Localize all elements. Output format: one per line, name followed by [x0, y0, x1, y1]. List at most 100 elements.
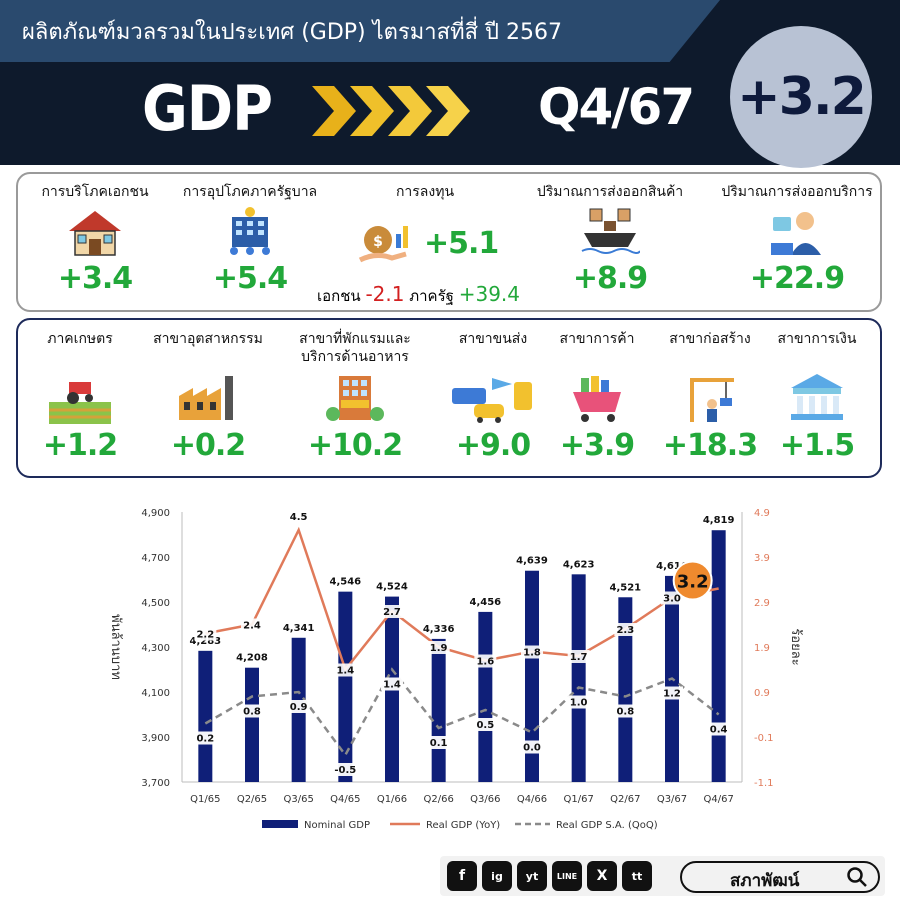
qoq-value-label: 1.0: [570, 698, 588, 709]
expenditure-panel: [16, 172, 882, 312]
page-title: ผลิตภัณฑ์มวลรวมในประเทศ (GDP) ไตรมาสที่ส…: [22, 20, 562, 45]
component-value: +22.9: [749, 261, 845, 296]
investment-icon: $: [358, 226, 408, 263]
x-tick-label: Q2/66: [424, 794, 454, 805]
sector-label: สาขาก่อสร้าง: [669, 331, 751, 347]
sector-value: +9.0: [455, 428, 531, 463]
y2-tick-label: -0.1: [754, 733, 774, 744]
nominal-gdp-bar: [431, 638, 446, 782]
government-building-icon: [230, 207, 270, 255]
component-label: ปริมาณการส่งออกบริการ: [721, 184, 873, 200]
highlight-bubble: [672, 560, 713, 601]
sector-label: สาขาการเงิน: [777, 331, 857, 347]
x-icon[interactable]: X: [587, 861, 617, 891]
sector-value: +3.9: [559, 428, 635, 463]
qoq-label-bg: [521, 740, 543, 754]
gdp-label: GDP: [142, 72, 273, 145]
facebook-icon[interactable]: f: [447, 861, 477, 891]
search-label: สภาพัฒน์: [730, 871, 800, 891]
x-tick-label: Q4/67: [704, 794, 734, 805]
qoq-value-label: 0.8: [616, 707, 634, 718]
gdp-chart: 3,700 3,900 4,100 4,300 4,500 4,700 4,900 -1.1 -…: [108, 508, 803, 831]
bar-value-label: 4,546: [330, 577, 362, 588]
qoq-label-bg: [614, 704, 637, 718]
component-government-consumption: การอุปโภคภาครัฐบาล +5.4: [180, 183, 320, 296]
growth-badge: +3.2: [730, 26, 872, 168]
component-value: +5.4: [212, 261, 288, 296]
bar-value-label: 4,639: [516, 556, 548, 567]
quarter-label: Q4/67: [538, 78, 695, 136]
bar-value-label: 4,341: [283, 623, 315, 634]
real-gdp-qoq-line: [204, 667, 720, 758]
y-tick-label: 3,900: [141, 733, 170, 744]
y2-tick-label: 3.9: [754, 553, 770, 564]
farm-tractor-icon: [49, 382, 111, 424]
yoy-label-bg: [427, 641, 450, 654]
x-tick-label: Q2/67: [610, 794, 640, 805]
yoy-label-bg: [194, 627, 217, 641]
qoq-label-bg: [241, 704, 263, 718]
component-goods-export: ปริมาณการส่งออกสินค้า +8.9: [535, 183, 685, 296]
private-investment-label: เอกชน: [317, 287, 361, 305]
x-tick-label: Q3/67: [657, 794, 687, 805]
legend-swatch-nominal: [262, 820, 298, 828]
y2-tick-label: 2.9: [754, 598, 770, 609]
yoy-label-bg: [661, 591, 683, 605]
sector-industry: สาขาอุตสาหกรรม +0.2: [148, 330, 268, 463]
sector-panel: [16, 318, 882, 478]
qoq-label-bg: [381, 677, 403, 691]
svg-text:$: $: [373, 234, 383, 250]
nominal-gdp-bar: [198, 650, 213, 782]
qoq-value-label: 0.0: [523, 743, 541, 754]
bar-value-label: 4,336: [423, 624, 455, 635]
qoq-label-bg: [287, 700, 310, 713]
yoy-label-bg: [381, 605, 403, 618]
yoy-label-bg: [521, 645, 543, 659]
nominal-gdp-bar: [338, 591, 353, 782]
y2-tick-label: 1.9: [754, 643, 770, 654]
y-tick-label: 4,500: [141, 598, 170, 609]
bar-value-label: 4,456: [470, 597, 502, 608]
qoq-label-bg: [474, 718, 497, 731]
yoy-value-label: 1.6: [476, 657, 494, 668]
qoq-value-label: -0.5: [334, 765, 356, 776]
investment-breakdown: เอกชน -2.1 ภาครัฐ +39.4: [317, 282, 520, 308]
qoq-label-bg: [334, 763, 357, 776]
nominal-gdp-bar: [478, 611, 493, 782]
qoq-label-bg: [427, 736, 450, 749]
sector-label-line2: บริการด้านอาหาร: [301, 349, 409, 365]
component-private-consumption: การบริโภคเอกชน +3.4: [30, 183, 160, 296]
legend-label-yoy: Real GDP (YoY): [426, 820, 500, 831]
sector-label: สาขาขนส่ง: [458, 331, 528, 347]
y-tick-label: 4,900: [141, 508, 170, 519]
x-tick-label: Q3/65: [284, 794, 314, 805]
y-tick-label: 4,700: [141, 553, 170, 564]
yoy-value-label: 4.5: [290, 512, 308, 523]
sector-accommodation-food: สาขาที่พักแรมและ บริการด้านอาหาร +10.2: [290, 330, 420, 463]
yoy-label-bg: [614, 623, 637, 636]
construction-crane-icon: [690, 378, 734, 422]
qoq-value-label: 0.2: [196, 734, 214, 745]
yoy-value-label: 1.8: [523, 648, 541, 659]
search-box[interactable]: สภาพัฒน์: [680, 861, 880, 893]
tiktok-icon[interactable]: tt: [622, 861, 652, 891]
y-tick-label: 4,300: [141, 643, 170, 654]
yoy-value-label: 1.4: [336, 666, 354, 677]
line-icon[interactable]: LINE: [552, 861, 582, 891]
component-label: การบริโภคเอกชน: [41, 184, 149, 200]
bar-value-label: 4,616: [656, 561, 688, 572]
y-tick-label: 3,700: [141, 778, 170, 789]
instagram-icon[interactable]: ig: [482, 861, 512, 891]
sector-trade: สาขาการค้า +3.9: [552, 330, 642, 463]
y-tick-label: 4,100: [141, 688, 170, 699]
youtube-icon[interactable]: yt: [517, 861, 547, 891]
sector-agriculture: ภาคเกษตร +1.2: [30, 330, 130, 463]
sector-label: ภาคเกษตร: [47, 331, 113, 347]
x-tick-label: Q1/66: [377, 794, 407, 805]
real-gdp-yoy-line: [205, 526, 719, 673]
bar-value-label: 4,283: [190, 636, 222, 647]
yoy-value-label: 2.4: [243, 621, 261, 632]
sector-value: +0.2: [170, 428, 246, 463]
sector-value: +1.5: [779, 428, 855, 463]
yoy-value-label: 2.2: [196, 630, 214, 641]
